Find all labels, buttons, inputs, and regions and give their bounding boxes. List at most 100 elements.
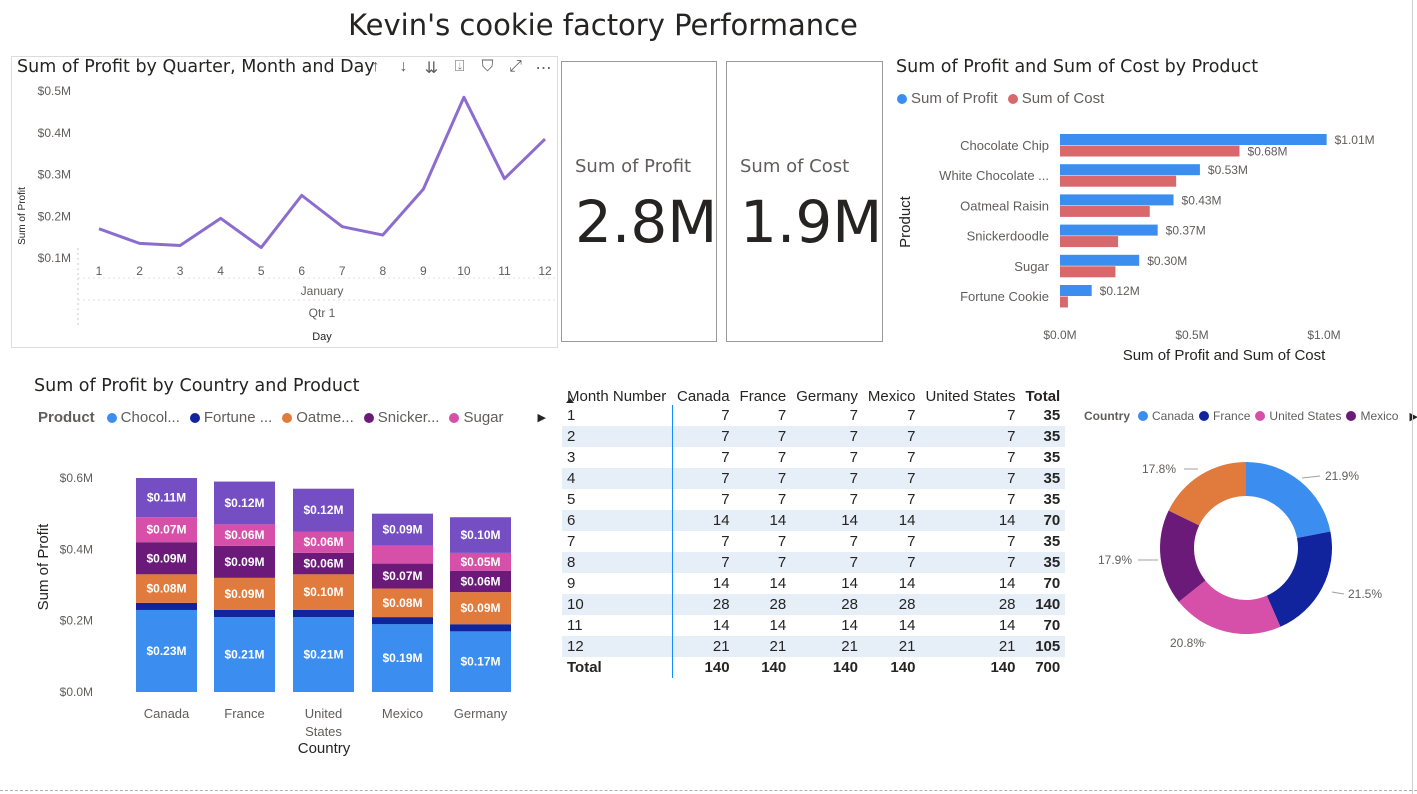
matrix-cell: 7 (791, 426, 863, 447)
legend-item-sugar[interactable]: Sugar (449, 409, 504, 426)
stack-data-label: $0.17M (460, 655, 500, 669)
stack-data-label: $0.21M (224, 648, 264, 662)
line-chart-x-tick: 10 (457, 264, 471, 278)
legend-item-fortune[interactable]: Fortune ... (189, 409, 272, 426)
legend-title: Country (1084, 409, 1130, 423)
visual-header-icons: ↑ ↓ ⇊ ⍗ ⛉ ⤢ ⋯ (366, 58, 553, 78)
matrix-row[interactable]: 10 28 28 28 28 28 140 (562, 594, 1066, 615)
hbar-data-label: $1.01M (1335, 133, 1375, 147)
matrix-row[interactable]: 6 14 14 14 14 14 70 (562, 510, 1066, 531)
line-chart-panel[interactable] (11, 56, 558, 348)
matrix-row-label: 8 (562, 552, 673, 573)
matrix-header-month[interactable]: Month Number (567, 388, 667, 405)
kpi-card-cost[interactable]: Sum of Cost 1.9M (726, 61, 883, 342)
line-chart-x-tick: 4 (217, 264, 224, 278)
matrix-row[interactable]: 9 14 14 14 14 14 70 (562, 573, 1065, 594)
matrix-row-label: 5 (562, 489, 673, 510)
matrix-cell: 7 (907, 449, 916, 466)
expand-down-icon[interactable]: ⍗ (454, 58, 465, 75)
kpi-card-profit[interactable]: Sum of Profit 2.8M (561, 61, 717, 342)
legend-item-united-states[interactable]: United States (1255, 409, 1341, 423)
stack-x-tick: Germany (454, 706, 508, 721)
legend-next-arrow-icon[interactable]: ▶ (1409, 410, 1417, 423)
matrix-row[interactable]: 4 7 7 7 7 7 35 (562, 468, 1066, 489)
matrix-row-label: 6 (562, 510, 673, 531)
double-arrow-down-icon[interactable]: ⇊ (424, 60, 439, 77)
line-chart-y-axis-label: Sum of Profit (17, 187, 28, 245)
sort-arrow-icon[interactable] (566, 398, 574, 403)
stack-data-label: $0.09M (460, 601, 500, 615)
legend-item-oatmeal[interactable]: Oatme... (282, 409, 354, 426)
matrix-cell: 14 (712, 575, 730, 592)
canvas-bottom-edge (0, 790, 1417, 791)
legend-item-chocolate[interactable]: Chocol... (106, 409, 180, 426)
legend-item-cost[interactable]: Sum of Cost (1007, 90, 1104, 107)
stack-y-tick: $0.2M (60, 614, 93, 628)
legend-label: Chocol... (120, 409, 180, 426)
matrix-cell: 28 (791, 594, 863, 615)
stack-data-label: $0.12M (224, 496, 264, 510)
hbar-chart-title: Sum of Profit and Sum of Cost by Product (896, 57, 1259, 77)
legend-next-arrow-icon[interactable]: ▶ (537, 412, 546, 424)
legend-item-canada[interactable]: Canada (1138, 409, 1194, 423)
matrix-row[interactable]: 12 21 21 21 21 21 105 (562, 636, 1066, 657)
focus-mode-icon[interactable]: ⤢ (509, 58, 522, 75)
matrix-cell: 7 (777, 491, 787, 508)
hbar-x-tick: $0.5M (1175, 328, 1208, 342)
matrix-row-label: 11 (562, 615, 673, 636)
stack-data-label: $0.07M (382, 569, 422, 583)
matrix-total-cell: 140 (704, 659, 730, 676)
stack-bar-segment (372, 513, 433, 546)
legend-label: Oatme... (296, 409, 354, 426)
donut-slice (1178, 580, 1281, 634)
stack-x-tick: United (305, 706, 343, 721)
stack-bar-segment (372, 545, 433, 564)
matrix-header-mexico[interactable]: Mexico (867, 388, 916, 405)
stack-chart-x-axis-label: Country (298, 740, 351, 757)
legend-item-profit[interactable]: Sum of Profit (897, 90, 998, 107)
matrix-cell: 7 (721, 449, 730, 466)
line-chart-x-tick: 2 (136, 264, 143, 278)
matrix-row[interactable]: 3 7 7 7 7 7 35 (562, 447, 1065, 468)
donut-data-label: 17.9% (1098, 553, 1132, 567)
donut-data-label: 21.9% (1325, 469, 1359, 483)
matrix-row[interactable]: 1 7 7 7 7 7 35 (562, 405, 1065, 426)
legend-label: Sugar (463, 409, 504, 426)
stack-chart-y-axis-label: Sum of Profit (35, 523, 52, 611)
matrix-row[interactable]: 5 7 7 7 7 7 35 (562, 489, 1065, 510)
stack-bar-segment (293, 531, 354, 553)
stack-bar-segment (450, 517, 511, 553)
stack-bar-segment (136, 609, 197, 692)
arrow-up-icon[interactable]: ↑ (371, 58, 380, 75)
matrix-total-cell: 140 (761, 659, 787, 676)
matrix-header-canada[interactable]: Canada (677, 388, 730, 405)
legend-item-mexico[interactable]: Mexico (1346, 409, 1398, 423)
matrix-header-france[interactable]: France (739, 388, 787, 405)
filter-icon[interactable]: ⛉ (481, 58, 494, 75)
matrix-row[interactable]: 11 14 14 14 14 14 70 (562, 615, 1065, 636)
matrix-header-united-states[interactable]: United States (925, 388, 1016, 405)
stack-y-tick: $0.0M (60, 685, 93, 699)
matrix-row[interactable]: 8 7 7 7 7 7 35 (562, 552, 1066, 573)
matrix-cell: 28 (672, 594, 735, 615)
kpi-card-label: Sum of Cost (740, 156, 850, 177)
arrow-down-icon[interactable]: ↓ (399, 58, 408, 75)
line-chart-month-label: January (301, 284, 344, 298)
stack-data-label: $0.06M (303, 557, 343, 571)
matrix-row-label: 9 (562, 573, 673, 594)
hbar-category-label: White Chocolate ... (939, 168, 1049, 183)
stack-bar-segment (293, 574, 354, 610)
line-chart-y-tick: $0.5M (38, 84, 71, 98)
more-options-icon[interactable]: ⋯ (535, 60, 552, 77)
matrix-total-cell: 140 (890, 659, 916, 676)
matrix-cell: 14 (841, 617, 858, 634)
legend-item-france[interactable]: France (1199, 409, 1250, 423)
stack-data-label: $0.10M (460, 528, 500, 542)
matrix-row[interactable]: 7 7 7 7 7 7 35 (562, 531, 1065, 552)
matrix-cell: 14 (998, 617, 1016, 634)
matrix-row[interactable]: 2 7 7 7 7 7 35 (562, 426, 1066, 447)
legend-item-snickerdoodle[interactable]: Snicker... (363, 409, 439, 426)
matrix-header-total[interactable]: Total (1025, 388, 1061, 405)
matrix-header-germany[interactable]: Germany (796, 388, 858, 405)
line-chart-x-tick: 3 (177, 264, 184, 278)
